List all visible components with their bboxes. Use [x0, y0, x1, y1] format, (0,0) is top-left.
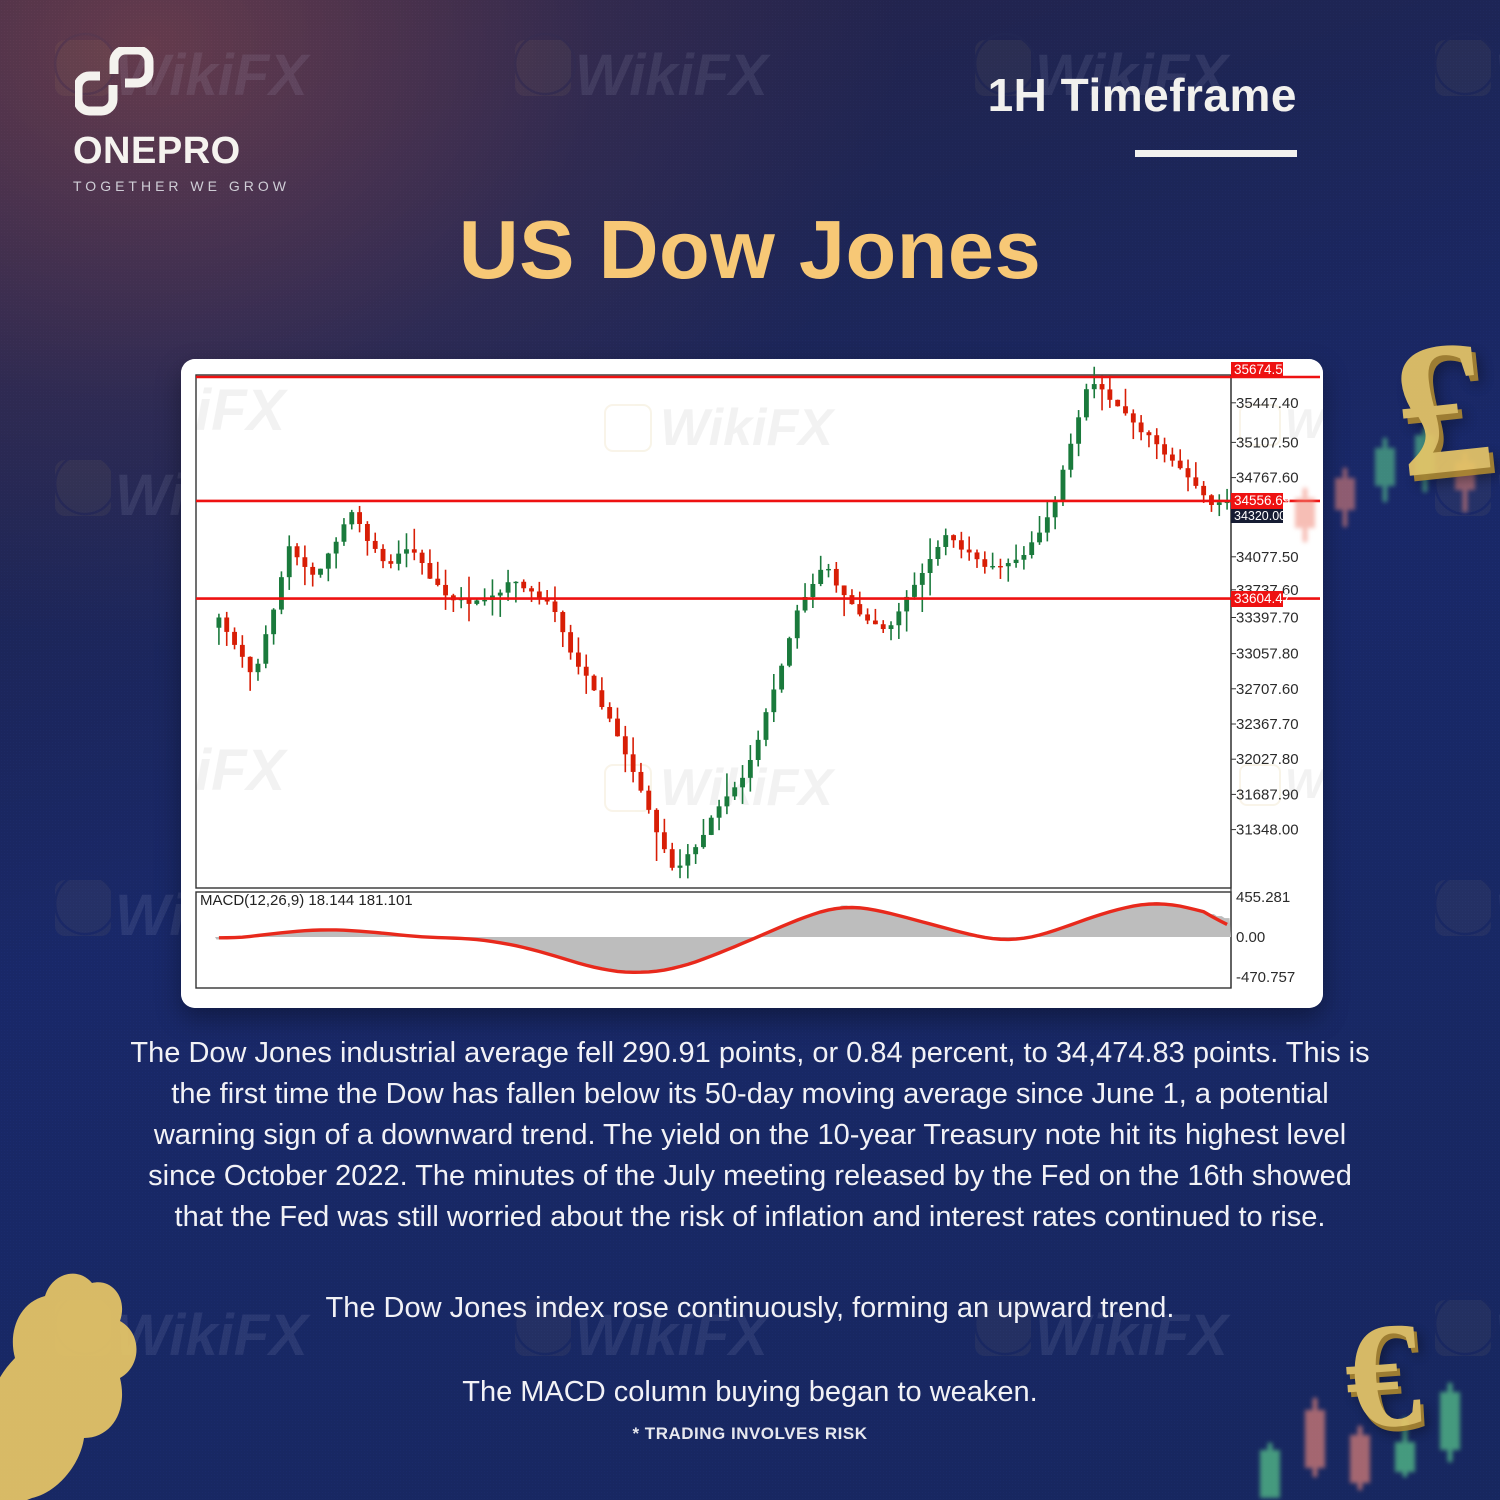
svg-text:32027.80: 32027.80	[1236, 751, 1299, 768]
svg-text:WikiFX: WikiFX	[660, 399, 836, 457]
svg-text:35447.40: 35447.40	[1236, 395, 1299, 412]
svg-text:MACD(12,26,9) 18.144 181.101: MACD(12,26,9) 18.144 181.101	[200, 892, 413, 909]
svg-text:-470.757: -470.757	[1236, 969, 1295, 986]
svg-text:33057.80: 33057.80	[1236, 646, 1299, 663]
svg-text:35674.56: 35674.56	[1234, 362, 1290, 377]
svg-text:33397.70: 33397.70	[1236, 610, 1299, 627]
svg-text:34556.69: 34556.69	[1234, 493, 1290, 508]
svg-text:32707.60: 32707.60	[1236, 681, 1299, 698]
svg-text:32367.70: 32367.70	[1236, 716, 1299, 733]
svg-text:0.00: 0.00	[1236, 929, 1265, 946]
svg-text:455.281: 455.281	[1236, 889, 1290, 906]
svg-text:31348.00: 31348.00	[1236, 822, 1299, 839]
svg-text:34077.50: 34077.50	[1236, 549, 1299, 566]
svg-text:34320.00: 34320.00	[1234, 509, 1286, 523]
svg-text:33604.47: 33604.47	[1234, 591, 1290, 606]
svg-text:iFX: iFX	[195, 738, 289, 803]
svg-text:31687.90: 31687.90	[1236, 786, 1299, 803]
svg-text:iFX: iFX	[195, 378, 289, 443]
